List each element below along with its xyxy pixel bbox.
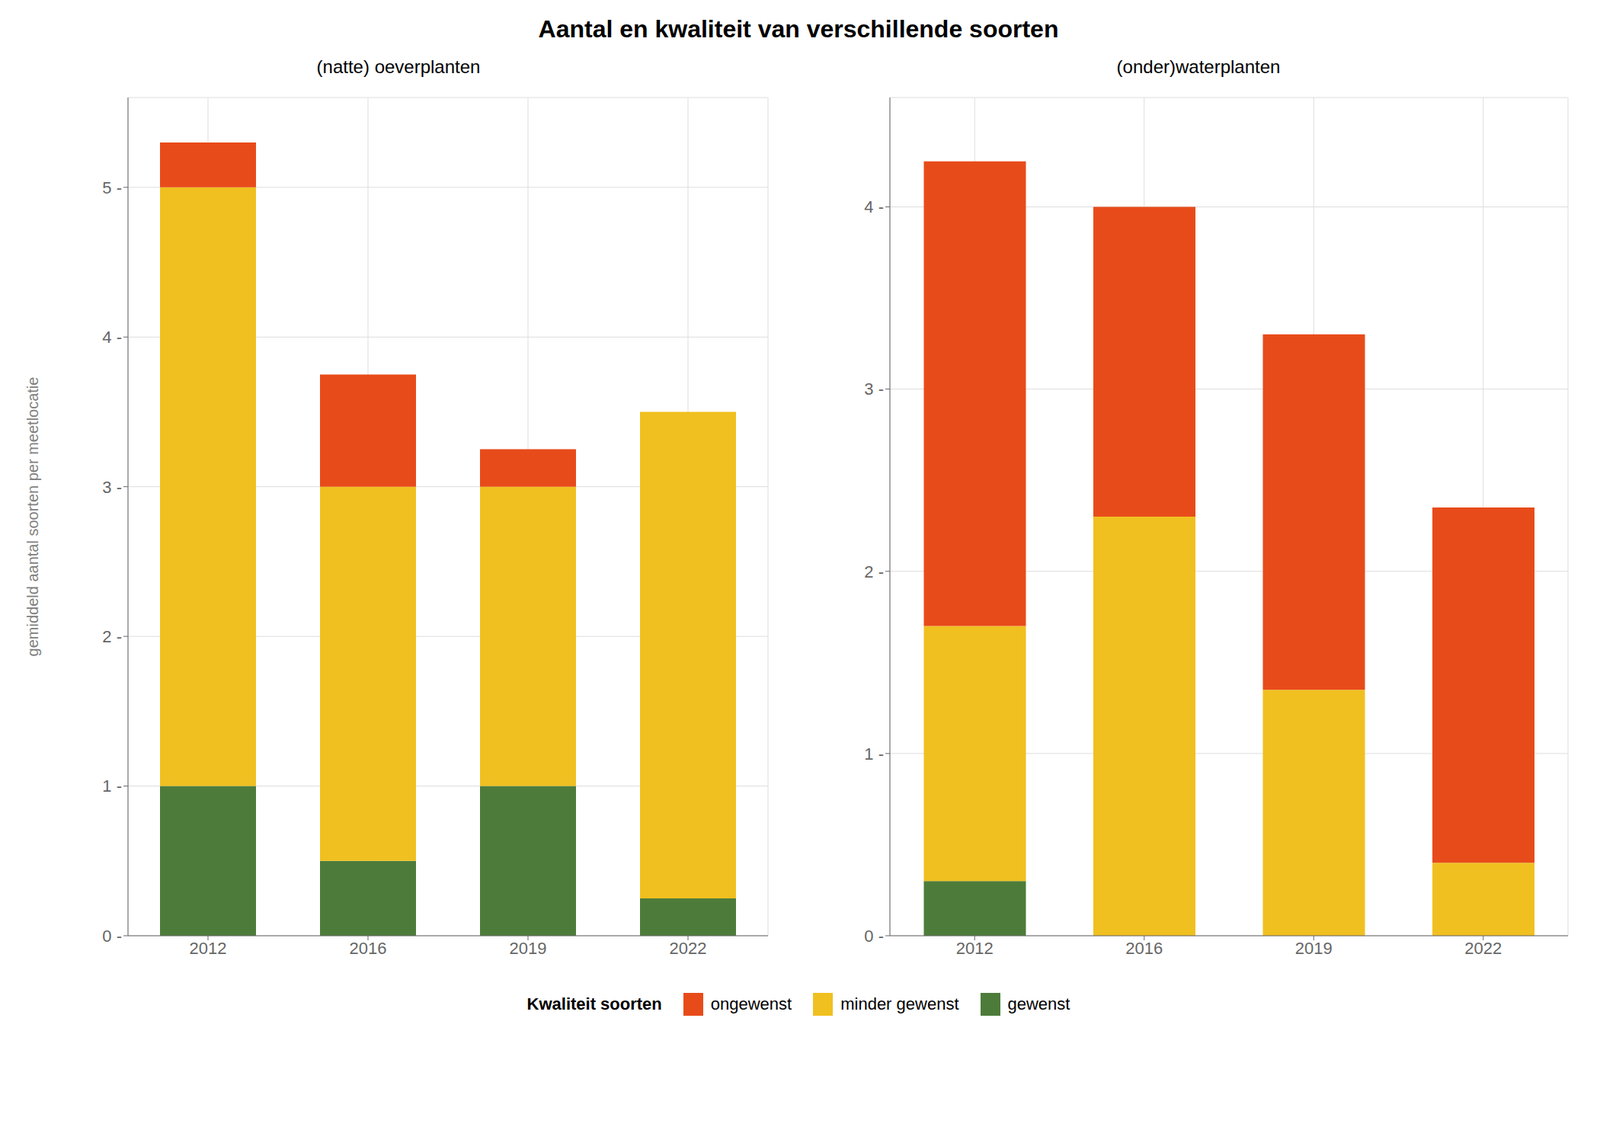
html-text:minder gewenst: minder gewenst (840, 994, 959, 1014)
svg-text:1 -: 1 - (864, 744, 884, 764)
html-text:Aantal en kwaliteit van versch: Aantal en kwaliteit van verschillende so… (538, 15, 1059, 43)
svg-text:2022: 2022 (669, 938, 708, 958)
svg-text:3 -: 3 - (864, 379, 884, 399)
svg-text:2016: 2016 (1125, 938, 1163, 958)
svg-text:2012: 2012 (956, 938, 994, 958)
svg-text:gemiddeld aantal soorten per m: gemiddeld aantal soorten per meetlocatie (24, 377, 42, 657)
html-text:gewenst: gewenst (1007, 994, 1071, 1014)
html-text:(natte) oeverplanten: (natte) oeverplanten (316, 56, 481, 77)
svg-text:2016: 2016 (349, 938, 388, 958)
svg-text:4 -: 4 - (864, 197, 884, 217)
html-text:Kwaliteit soorten: Kwaliteit soorten (526, 994, 662, 1014)
html-text:(onder)waterplanten: (onder)waterplanten (1116, 56, 1281, 77)
svg-text:5 -: 5 - (102, 178, 122, 198)
svg-text:2 -: 2 - (102, 627, 122, 647)
svg-text:0 -: 0 - (102, 926, 122, 946)
svg-text:3 -: 3 - (102, 477, 122, 497)
svg-text:2019: 2019 (1295, 938, 1333, 958)
svg-text:2012: 2012 (189, 938, 228, 958)
svg-text:4 -: 4 - (102, 327, 122, 347)
svg-text:2019: 2019 (509, 938, 548, 958)
svg-text:2 -: 2 - (864, 562, 884, 582)
html-text:ongewenst: ongewenst (710, 994, 792, 1014)
svg-text:2022: 2022 (1464, 938, 1502, 958)
svg-text:1 -: 1 - (102, 776, 122, 796)
svg-text:0 -: 0 - (864, 926, 884, 946)
